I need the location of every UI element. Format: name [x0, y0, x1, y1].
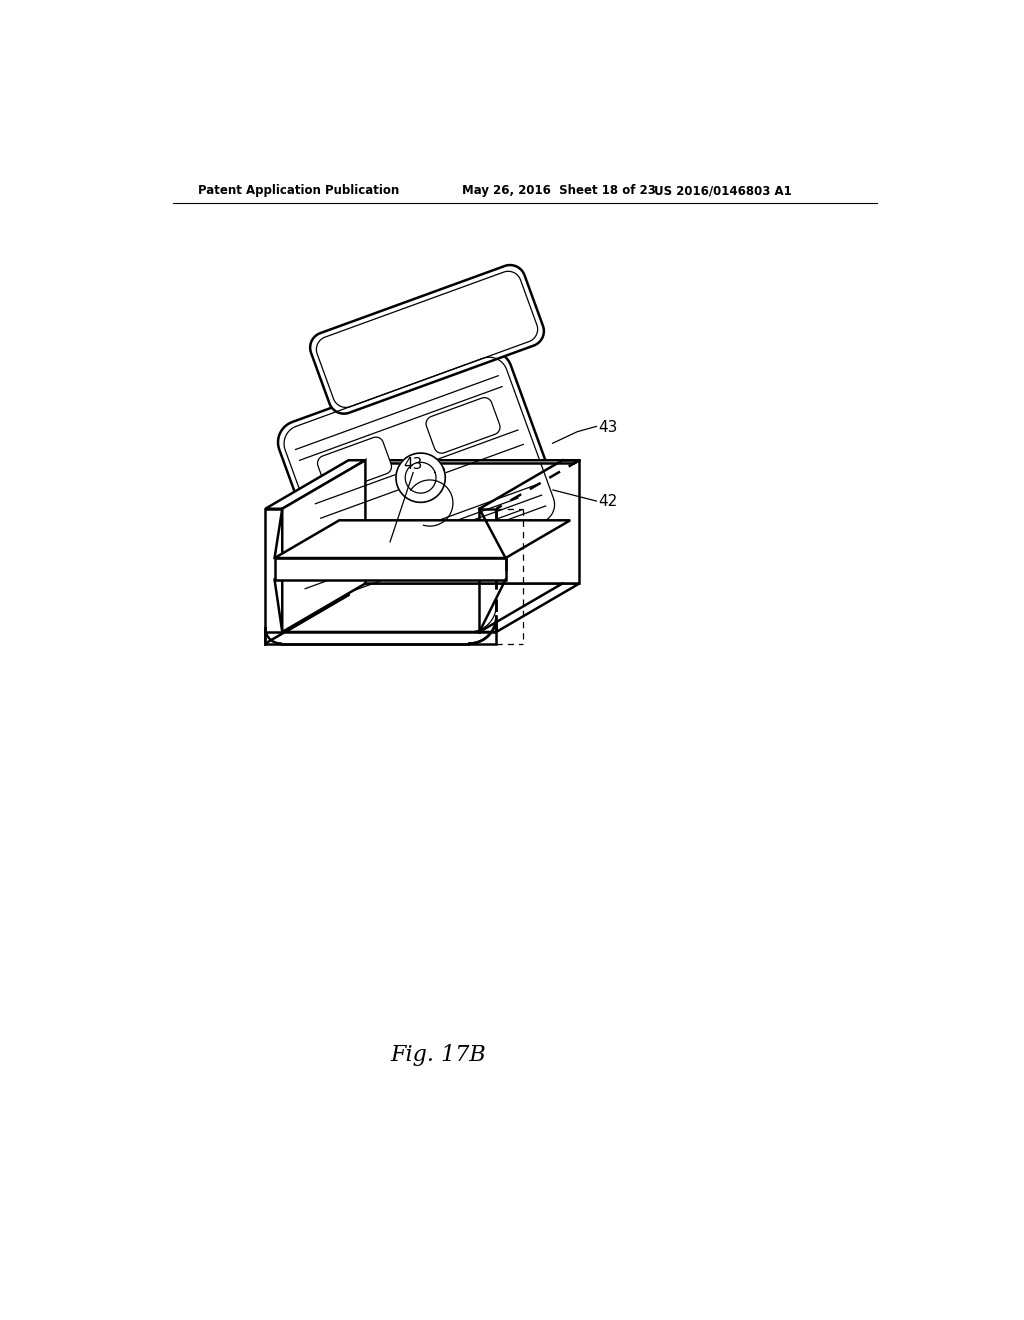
Polygon shape: [348, 461, 580, 583]
Text: 43: 43: [403, 457, 423, 473]
Polygon shape: [283, 461, 366, 632]
Polygon shape: [265, 508, 283, 632]
Polygon shape: [343, 461, 580, 463]
Polygon shape: [294, 491, 529, 597]
Text: 43: 43: [599, 420, 618, 436]
Polygon shape: [426, 397, 500, 453]
Polygon shape: [274, 520, 570, 558]
Polygon shape: [265, 632, 497, 644]
Polygon shape: [265, 583, 348, 644]
Polygon shape: [274, 558, 506, 579]
Text: May 26, 2016  Sheet 18 of 23: May 26, 2016 Sheet 18 of 23: [462, 185, 655, 197]
Polygon shape: [265, 461, 366, 508]
Polygon shape: [265, 583, 348, 644]
Polygon shape: [279, 351, 560, 597]
Polygon shape: [310, 265, 544, 413]
Text: 42: 42: [599, 494, 617, 508]
Text: US 2016/0146803 A1: US 2016/0146803 A1: [654, 185, 792, 197]
Polygon shape: [317, 437, 391, 492]
Polygon shape: [406, 462, 436, 494]
Polygon shape: [265, 583, 580, 632]
Polygon shape: [396, 453, 445, 503]
Text: Patent Application Publication: Patent Application Publication: [199, 185, 399, 197]
Text: Fig. 17B: Fig. 17B: [391, 1044, 486, 1067]
